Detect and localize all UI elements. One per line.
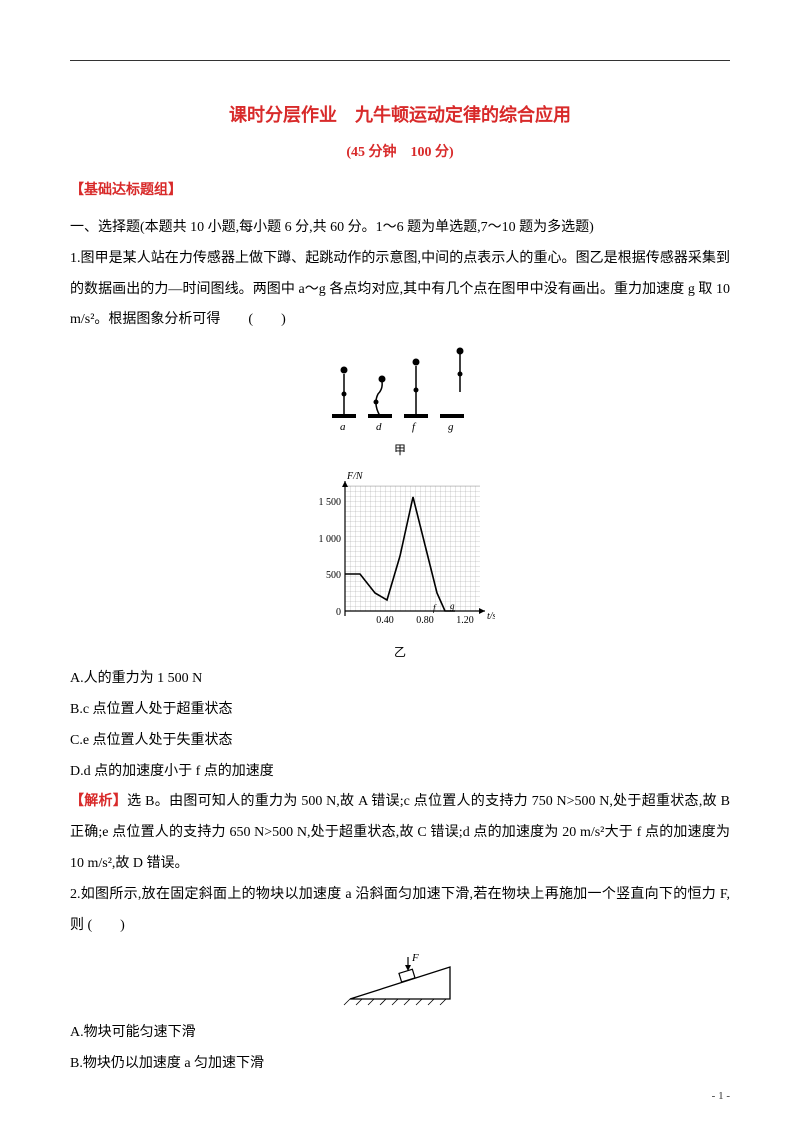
figure-yi-svg: 0 500 1 000 1 500 F/N 0.40 0.80 1.20 t/s…	[305, 466, 495, 636]
svg-text:f: f	[412, 421, 417, 433]
svg-text:d: d	[376, 421, 382, 433]
question-1-answer: 【解析】选 B。由图可知人的重力为 500 N,故 A 错误;c 点位置人的支持…	[70, 787, 730, 879]
q2-choice-b: B.物块仍以加速度 a 匀加速下滑	[70, 1049, 730, 1080]
question-2-text: 2.如图所示,放在固定斜面上的物块以加速度 a 沿斜面匀加速下滑,若在物块上再施…	[70, 880, 730, 942]
svg-text:1 000: 1 000	[319, 534, 342, 545]
svg-text:g: g	[448, 421, 454, 433]
svg-text:0: 0	[336, 607, 341, 618]
section-label: 【基础达标题组】	[70, 179, 730, 199]
choice-a: A.人的重力为 1 500 N	[70, 664, 730, 695]
page-number: - 1 -	[712, 1090, 730, 1102]
choice-d: D.d 点的加速度小于 f 点的加速度	[70, 757, 730, 788]
section-heading: 一、选择题(本题共 10 小题,每小题 6 分,共 60 分。1～6 题为单选题…	[70, 213, 730, 244]
figure-jia-svg: a d f g	[310, 344, 490, 434]
svg-text:0.80: 0.80	[416, 615, 434, 626]
figure-yi-caption: 乙	[70, 643, 730, 660]
question-1-text: 1.图甲是某人站在力传感器上做下蹲、起跳动作的示意图,中间的点表示人的重心。图乙…	[70, 244, 730, 336]
svg-text:0.40: 0.40	[376, 615, 394, 626]
figure-incline-svg: F	[330, 949, 470, 1009]
figure-jia-caption: 甲	[70, 441, 730, 458]
figure-incline: F	[70, 949, 730, 1014]
question-1-choices: A.人的重力为 1 500 N B.c 点位置人处于超重状态 C.e 点位置人处…	[70, 664, 730, 787]
svg-text:F/N: F/N	[346, 471, 364, 482]
answer-text: 选 B。由图可知人的重力为 500 N,故 A 错误;c 点位置人的支持力 75…	[70, 794, 730, 871]
svg-text:F: F	[411, 952, 419, 964]
svg-text:1 500: 1 500	[319, 497, 342, 508]
q2-choice-a: A.物块可能匀速下滑	[70, 1018, 730, 1049]
svg-text:1.20: 1.20	[456, 615, 474, 626]
choice-b: B.c 点位置人处于超重状态	[70, 695, 730, 726]
figure-yi: 0 500 1 000 1 500 F/N 0.40 0.80 1.20 t/s…	[70, 466, 730, 660]
answer-label: 【解析】	[70, 794, 127, 809]
question-2-choices: A.物块可能匀速下滑 B.物块仍以加速度 a 匀加速下滑	[70, 1018, 730, 1080]
choice-c: C.e 点位置人处于失重状态	[70, 726, 730, 757]
page-title: 课时分层作业 九牛顿运动定律的综合应用	[70, 101, 730, 127]
top-rule	[70, 60, 730, 61]
svg-text:a: a	[340, 421, 346, 433]
svg-text:g: g	[450, 601, 455, 611]
figure-jia: a d f g 甲	[70, 344, 730, 458]
svg-text:t/s: t/s	[487, 611, 495, 622]
page-subtitle: (45 分钟 100 分)	[70, 141, 730, 161]
svg-text:500: 500	[326, 570, 341, 581]
